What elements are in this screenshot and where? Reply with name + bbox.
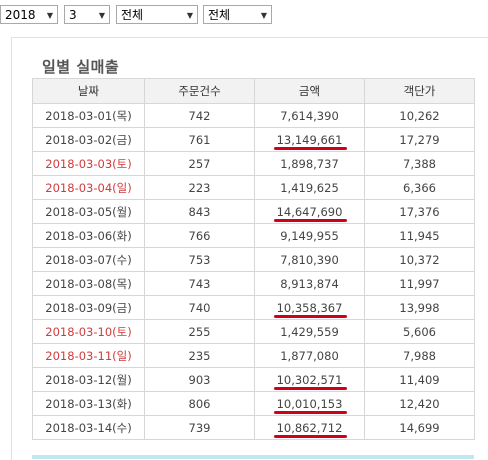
cell-orders: 742 — [144, 103, 255, 128]
cell-date: 2018-03-10(토) — [32, 319, 145, 344]
cell-amount: 10,010,153 — [254, 391, 365, 416]
cell-amount: 10,358,367 — [254, 295, 365, 320]
page-title: 일별 실매출 — [42, 58, 120, 76]
chevron-down-icon: ▼ — [186, 11, 193, 20]
cell-orders: 761 — [144, 127, 255, 152]
filter2-select-value: 전체 — [208, 8, 231, 22]
table-header-row: 날짜 주문건수 금액 객단가 — [32, 78, 475, 104]
highlighted-amount: 10,010,153 — [273, 396, 348, 414]
cell-avg: 7,988 — [364, 343, 475, 368]
cell-avg: 14,699 — [364, 415, 475, 440]
table-row: 2018-03-12(월) 903 10,302,571 11,409 — [32, 367, 475, 392]
cell-date: 2018-03-04(일) — [32, 175, 145, 200]
cell-avg: 17,279 — [364, 127, 475, 152]
cell-avg: 11,997 — [364, 271, 475, 296]
table-row: 2018-03-14(수) 739 10,862,712 14,699 — [32, 415, 475, 440]
cell-avg: 13,998 — [364, 295, 475, 320]
cell-amount: 7,810,390 — [254, 247, 365, 272]
cell-avg: 10,262 — [364, 103, 475, 128]
cell-orders: 743 — [144, 271, 255, 296]
highlighted-amount: 10,302,571 — [273, 372, 348, 390]
cell-orders: 255 — [144, 319, 255, 344]
table-row: 2018-03-08(목) 743 8,913,874 11,997 — [32, 271, 475, 296]
cell-date: 2018-03-02(금) — [32, 127, 145, 152]
filter1-select-value: 전체 — [121, 8, 144, 22]
cell-avg: 7,388 — [364, 151, 475, 176]
chevron-down-icon: ▼ — [260, 11, 267, 20]
cell-amount: 8,913,874 — [254, 271, 365, 296]
cell-amount: 13,149,661 — [254, 127, 365, 152]
cell-orders: 843 — [144, 199, 255, 224]
cell-orders: 235 — [144, 343, 255, 368]
table-row: 2018-03-03(토) 257 1,898,737 7,388 — [32, 151, 475, 176]
table-row: 2018-03-07(수) 753 7,810,390 10,372 — [32, 247, 475, 272]
cell-avg: 17,376 — [364, 199, 475, 224]
cell-orders: 766 — [144, 223, 255, 248]
cell-avg: 6,366 — [364, 175, 475, 200]
table-row: 2018-03-13(화) 806 10,010,153 12,420 — [32, 391, 475, 416]
cell-date: 2018-03-07(수) — [32, 247, 145, 272]
column-header-orders: 주문건수 — [144, 78, 255, 104]
filter2-select[interactable]: 전체 ▼ — [203, 5, 272, 24]
cell-amount: 1,898,737 — [254, 151, 365, 176]
cell-date: 2018-03-05(월) — [32, 199, 145, 224]
cell-amount: 10,302,571 — [254, 367, 365, 392]
highlighted-amount: 13,149,661 — [273, 132, 348, 150]
table-row: 2018-03-11(일) 235 1,877,080 7,988 — [32, 343, 475, 368]
cell-date: 2018-03-03(토) — [32, 151, 145, 176]
table-row: 2018-03-06(화) 766 9,149,955 11,945 — [32, 223, 475, 248]
table-row: 2018-03-09(금) 740 10,358,367 13,998 — [32, 295, 475, 320]
daily-sales-table: 날짜 주문건수 금액 객단가 2018-03-01(목) 742 7,614,390… — [32, 78, 475, 440]
month-select-value: 3 — [69, 8, 77, 22]
cell-orders: 739 — [144, 415, 255, 440]
cell-date: 2018-03-13(화) — [32, 391, 145, 416]
cell-orders: 806 — [144, 391, 255, 416]
cell-amount: 14,647,690 — [254, 199, 365, 224]
cell-avg: 10,372 — [364, 247, 475, 272]
cell-orders: 257 — [144, 151, 255, 176]
cell-date: 2018-03-14(수) — [32, 415, 145, 440]
highlighted-amount: 10,358,367 — [273, 300, 348, 318]
cell-amount: 1,429,559 — [254, 319, 365, 344]
cell-date: 2018-03-09(금) — [32, 295, 145, 320]
cell-avg: 5,606 — [364, 319, 475, 344]
table-row: 2018-03-02(금) 761 13,149,661 17,279 — [32, 127, 475, 152]
chevron-down-icon: ▼ — [98, 11, 105, 20]
cell-avg: 12,420 — [364, 391, 475, 416]
cell-date: 2018-03-06(화) — [32, 223, 145, 248]
table-next-row-highlight — [32, 455, 474, 459]
table-row: 2018-03-05(월) 843 14,647,690 17,376 — [32, 199, 475, 224]
cell-date: 2018-03-08(목) — [32, 271, 145, 296]
cell-amount: 9,149,955 — [254, 223, 365, 248]
cell-amount: 10,862,712 — [254, 415, 365, 440]
cell-avg: 11,409 — [364, 367, 475, 392]
filter1-select[interactable]: 전체 ▼ — [116, 5, 198, 24]
year-select[interactable]: 2018 ▼ — [0, 5, 58, 24]
cell-orders: 753 — [144, 247, 255, 272]
cell-orders: 223 — [144, 175, 255, 200]
column-header-amount: 금액 — [254, 78, 365, 104]
cell-date: 2018-03-11(일) — [32, 343, 145, 368]
cell-date: 2018-03-12(월) — [32, 367, 145, 392]
cell-amount: 1,419,625 — [254, 175, 365, 200]
cell-amount: 1,877,080 — [254, 343, 365, 368]
chevron-down-icon: ▼ — [46, 11, 53, 20]
table-row: 2018-03-04(일) 223 1,419,625 6,366 — [32, 175, 475, 200]
cell-orders: 903 — [144, 367, 255, 392]
highlighted-amount: 14,647,690 — [273, 204, 348, 222]
column-header-date: 날짜 — [32, 78, 145, 104]
column-header-avg: 객단가 — [364, 78, 475, 104]
year-select-value: 2018 — [5, 8, 36, 22]
cell-avg: 11,945 — [364, 223, 475, 248]
cell-date: 2018-03-01(목) — [32, 103, 145, 128]
month-select[interactable]: 3 ▼ — [64, 5, 110, 24]
cell-amount: 7,614,390 — [254, 103, 365, 128]
table-row: 2018-03-01(목) 742 7,614,390 10,262 — [32, 103, 475, 128]
highlighted-amount: 10,862,712 — [273, 420, 348, 438]
cell-orders: 740 — [144, 295, 255, 320]
table-row: 2018-03-10(토) 255 1,429,559 5,606 — [32, 319, 475, 344]
